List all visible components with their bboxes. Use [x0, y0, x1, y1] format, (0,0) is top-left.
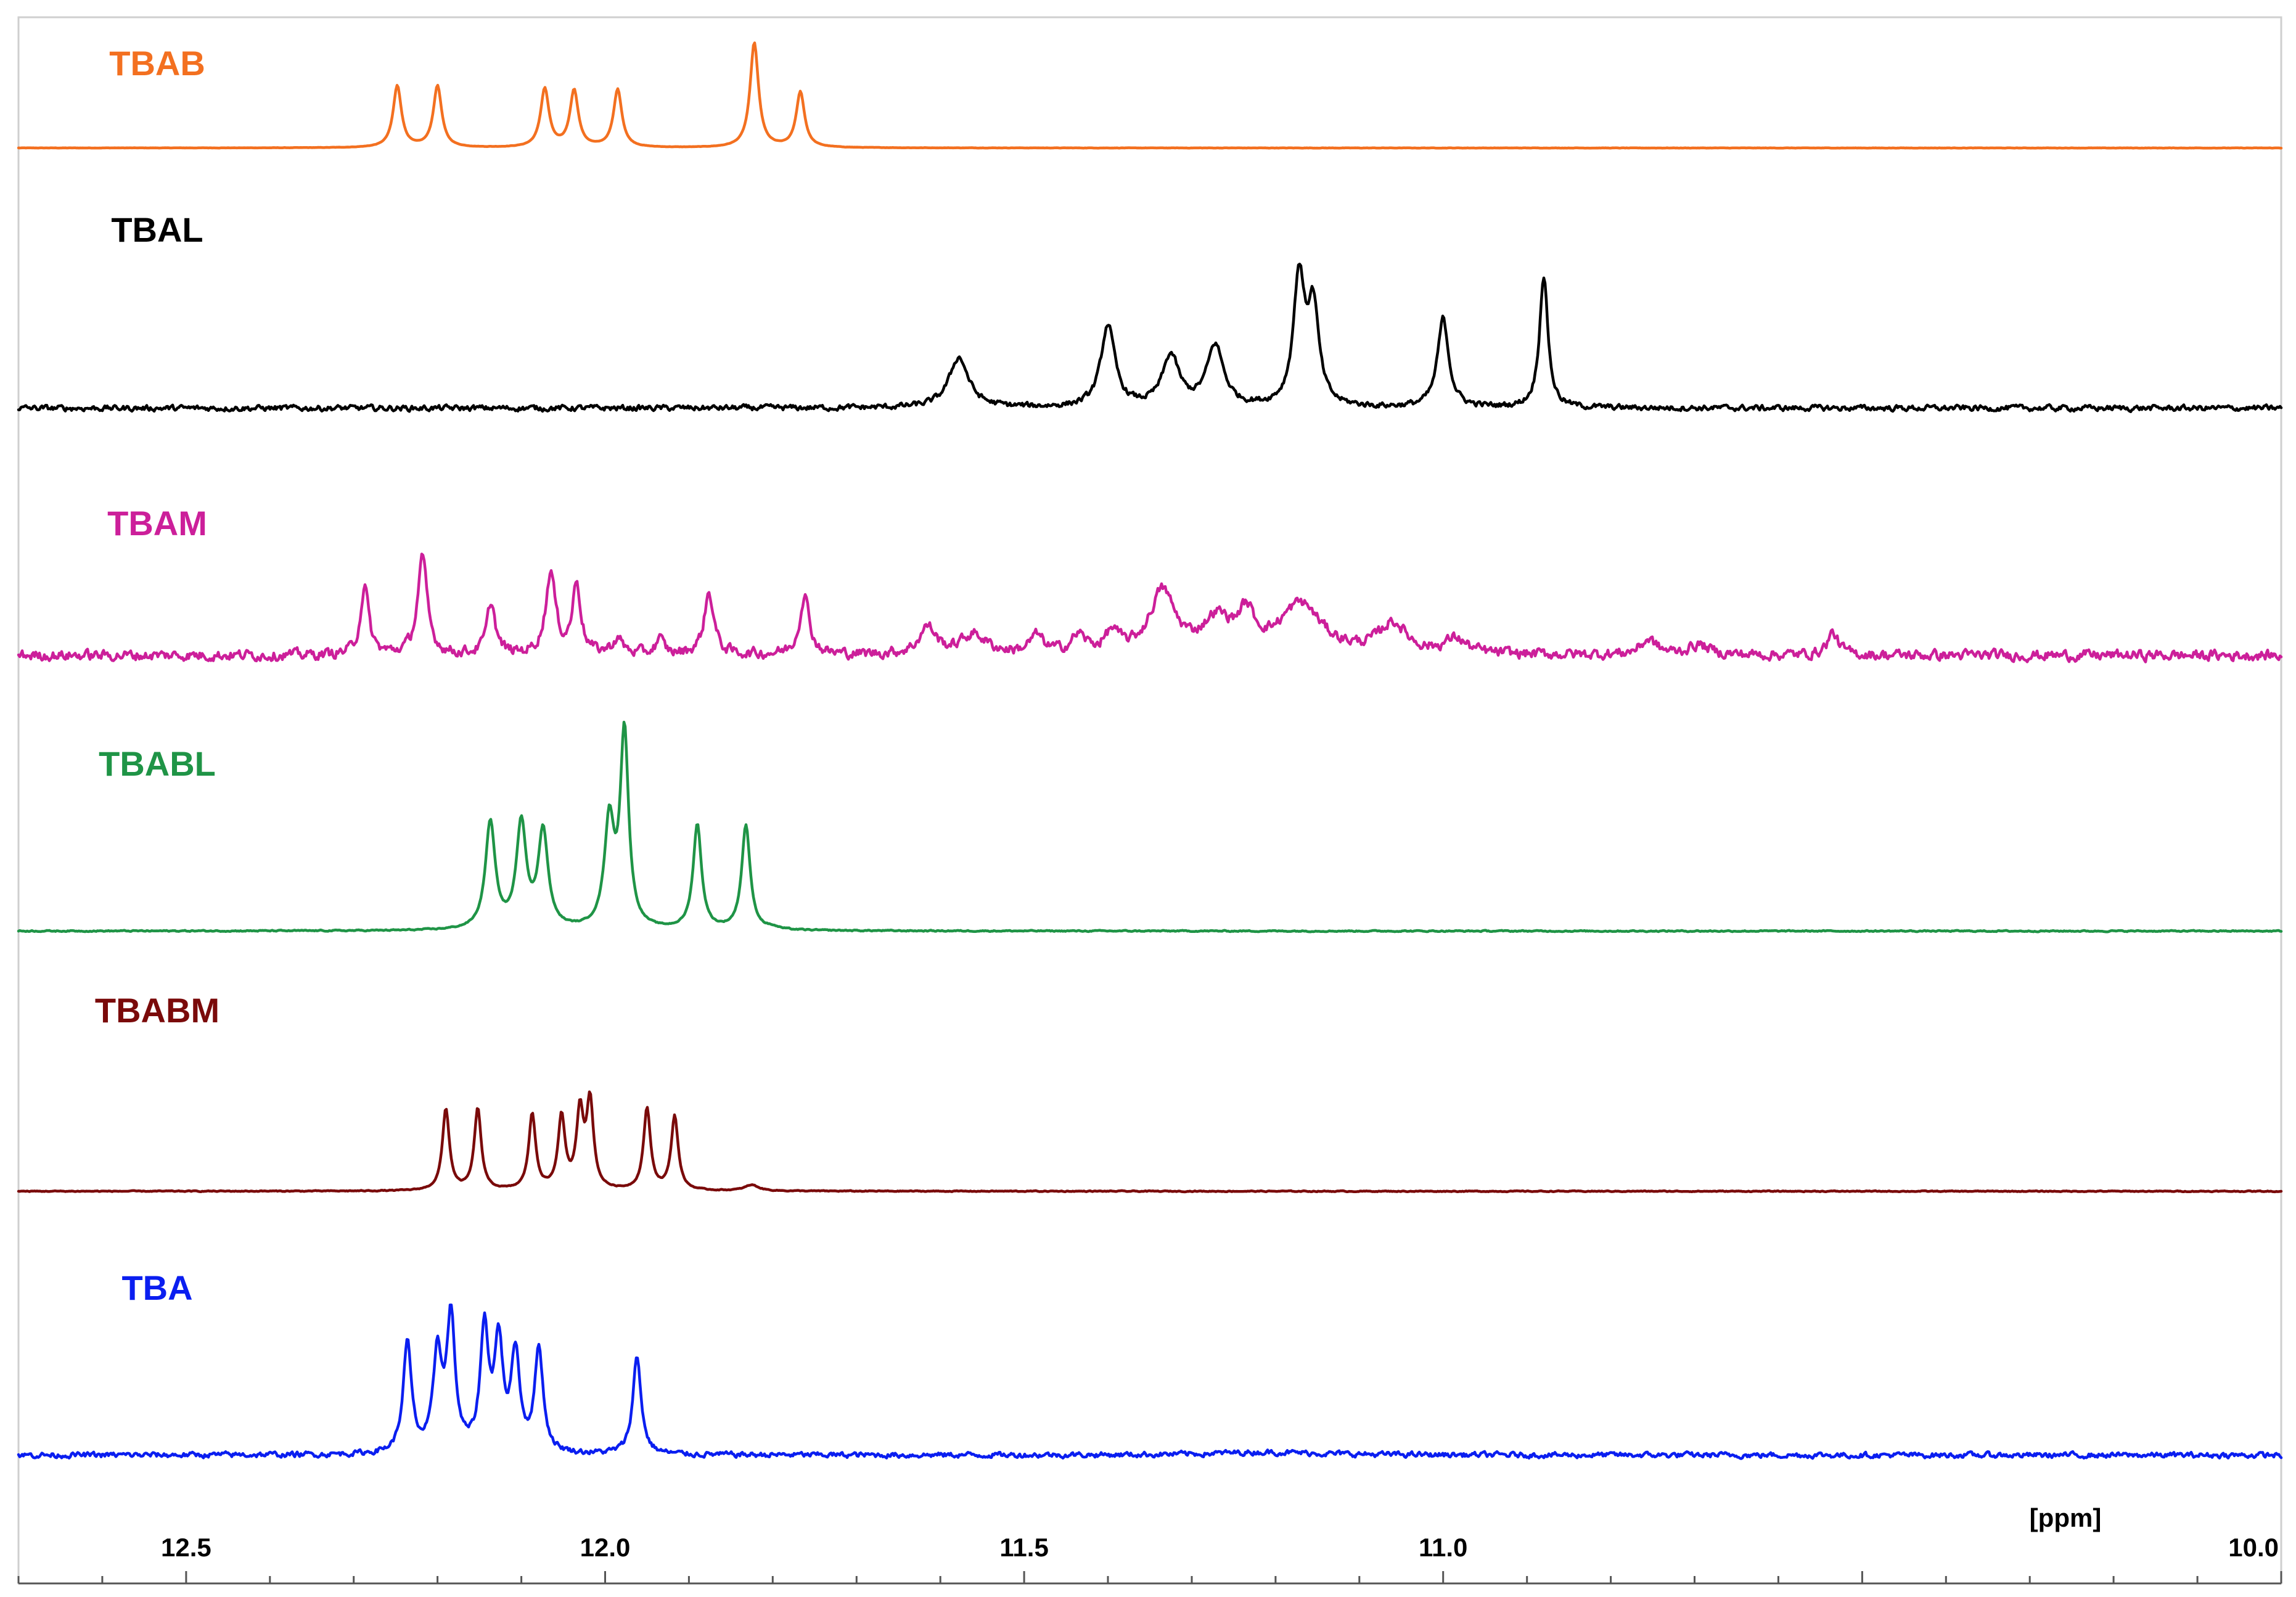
series-labels: TBAB TBAL TBAM TBABL TBABM TBA [95, 44, 219, 1307]
series-label-tbab: TBAB [109, 44, 205, 83]
series-label-tbabm: TBABM [95, 991, 219, 1030]
series-label-tbal: TBAL [111, 210, 203, 249]
x-axis-unit-label: [ppm] [2030, 1503, 2102, 1532]
spectrum-trace-tbabl [17, 720, 2283, 934]
x-tick-label: 12.0 [580, 1533, 631, 1562]
spectra-traces [17, 41, 2283, 1460]
spectrum-trace-tba [17, 1303, 2283, 1460]
plot-frame [17, 16, 2282, 1585]
x-axis: 12.5 12.0 11.5 11.0 10.0 [ppm] [17, 1503, 2282, 1585]
x-axis-tick-labels: 12.5 12.0 11.5 11.0 10.0 [161, 1533, 2279, 1562]
x-tick-label: 10.0 [2228, 1533, 2279, 1562]
x-axis-ticks [17, 1571, 2282, 1583]
series-label-tbabl: TBABL [99, 744, 216, 783]
spectrum-trace-tbal [17, 263, 2283, 413]
x-tick-label: 11.0 [1419, 1533, 1467, 1562]
spectrum-trace-tbam [17, 552, 2283, 663]
spectrum-trace-tbab [17, 41, 2283, 150]
series-label-tba: TBA [121, 1268, 192, 1307]
spectrum-trace-tbabm [17, 1090, 2283, 1194]
series-label-tbam: TBAM [107, 504, 207, 543]
x-tick-label: 12.5 [161, 1533, 211, 1562]
x-tick-label: 11.5 [999, 1533, 1048, 1562]
